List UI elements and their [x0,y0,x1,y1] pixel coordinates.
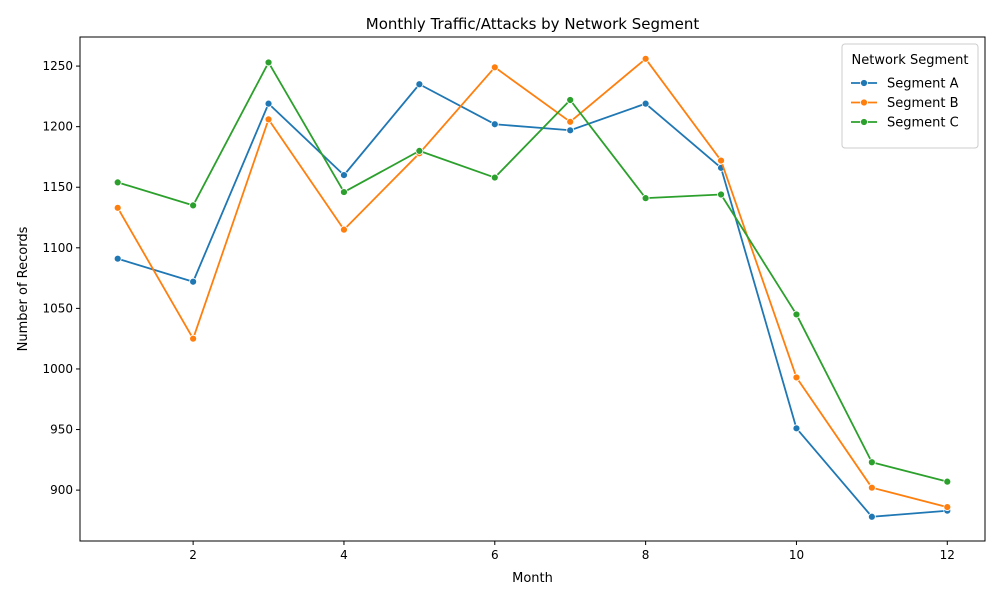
data-point-segment-c [943,477,952,486]
legend-label-segment-a: Segment A [887,77,959,92]
x-tick-label: 8 [642,548,650,562]
data-point-segment-c [340,188,348,196]
data-point-segment-a [490,120,499,129]
data-point-segment-a [113,254,122,263]
y-tick-label: 1200 [42,120,73,134]
series-line-segment-a [117,83,948,518]
data-point-segment-c [113,178,122,187]
y-tick-label: 1000 [42,362,73,376]
legend-marker-segment-c [860,118,868,126]
x-tick-label: 10 [789,548,804,562]
data-point-segment-a [264,99,273,108]
data-point-segment-c [641,194,650,203]
y-tick-label: 1050 [42,301,73,315]
data-point-segment-b [641,54,650,63]
data-point-segment-b [264,115,273,124]
data-point-segment-a [340,171,348,180]
x-tick-label: 4 [340,548,348,562]
data-point-segment-a [792,424,801,433]
data-point-segment-b [717,156,725,165]
data-point-segment-b [113,203,122,212]
data-point-segment-b [867,483,876,492]
x-tick-label: 6 [491,548,499,562]
data-point-segment-b [189,334,198,343]
data-point-segment-c [189,201,198,210]
y-tick-label: 900 [50,483,73,497]
series-line-segment-b [116,57,948,508]
data-point-segment-a [566,126,575,135]
data-point-segment-b [792,373,801,382]
x-axis: 2 4 6 8 10 12 [189,541,955,562]
legend-items: Segment A Segment B Segment C [851,77,959,131]
y-axis-label: Number of Records [16,226,31,351]
data-point-segment-c [566,96,575,104]
data-point-segment-b [566,117,575,126]
data-point-segment-c [264,58,273,67]
x-tick-label: 12 [940,548,955,562]
data-point-segment-a [867,512,876,521]
data-point-segment-c [490,173,499,182]
y-tick-label: 1100 [42,241,73,255]
data-point-segment-c [867,458,876,467]
legend-marker-segment-b [860,98,868,107]
legend-marker-segment-a [860,79,868,87]
data-point-segment-a [189,277,198,286]
legend-label-segment-b: Segment B [887,96,959,111]
chart-title: Monthly Traffic/Attacks by Network Segme… [366,15,700,33]
plot-area [79,36,986,542]
legend-label-segment-c: Segment C [887,116,959,131]
series-layer [113,54,952,521]
data-point-segment-c [415,146,424,155]
data-point-segment-a [415,80,424,89]
y-axis: 900 950 1000 1050 1100 1150 1200 1250 [42,59,80,497]
data-point-segment-c [717,190,725,199]
data-point-segment-a [641,99,650,108]
x-axis-label: Month [512,571,553,586]
data-point-segment-b [490,63,499,72]
y-tick-label: 1150 [42,180,73,194]
legend-title: Network Segment [852,53,969,68]
x-tick-label: 2 [189,548,197,562]
y-tick-label: 1250 [42,59,73,73]
y-tick-label: 950 [50,423,73,437]
data-point-segment-b [943,503,952,511]
series-line-segment-c [117,61,948,483]
data-point-segment-c [792,310,801,319]
data-point-segment-b [340,225,348,234]
